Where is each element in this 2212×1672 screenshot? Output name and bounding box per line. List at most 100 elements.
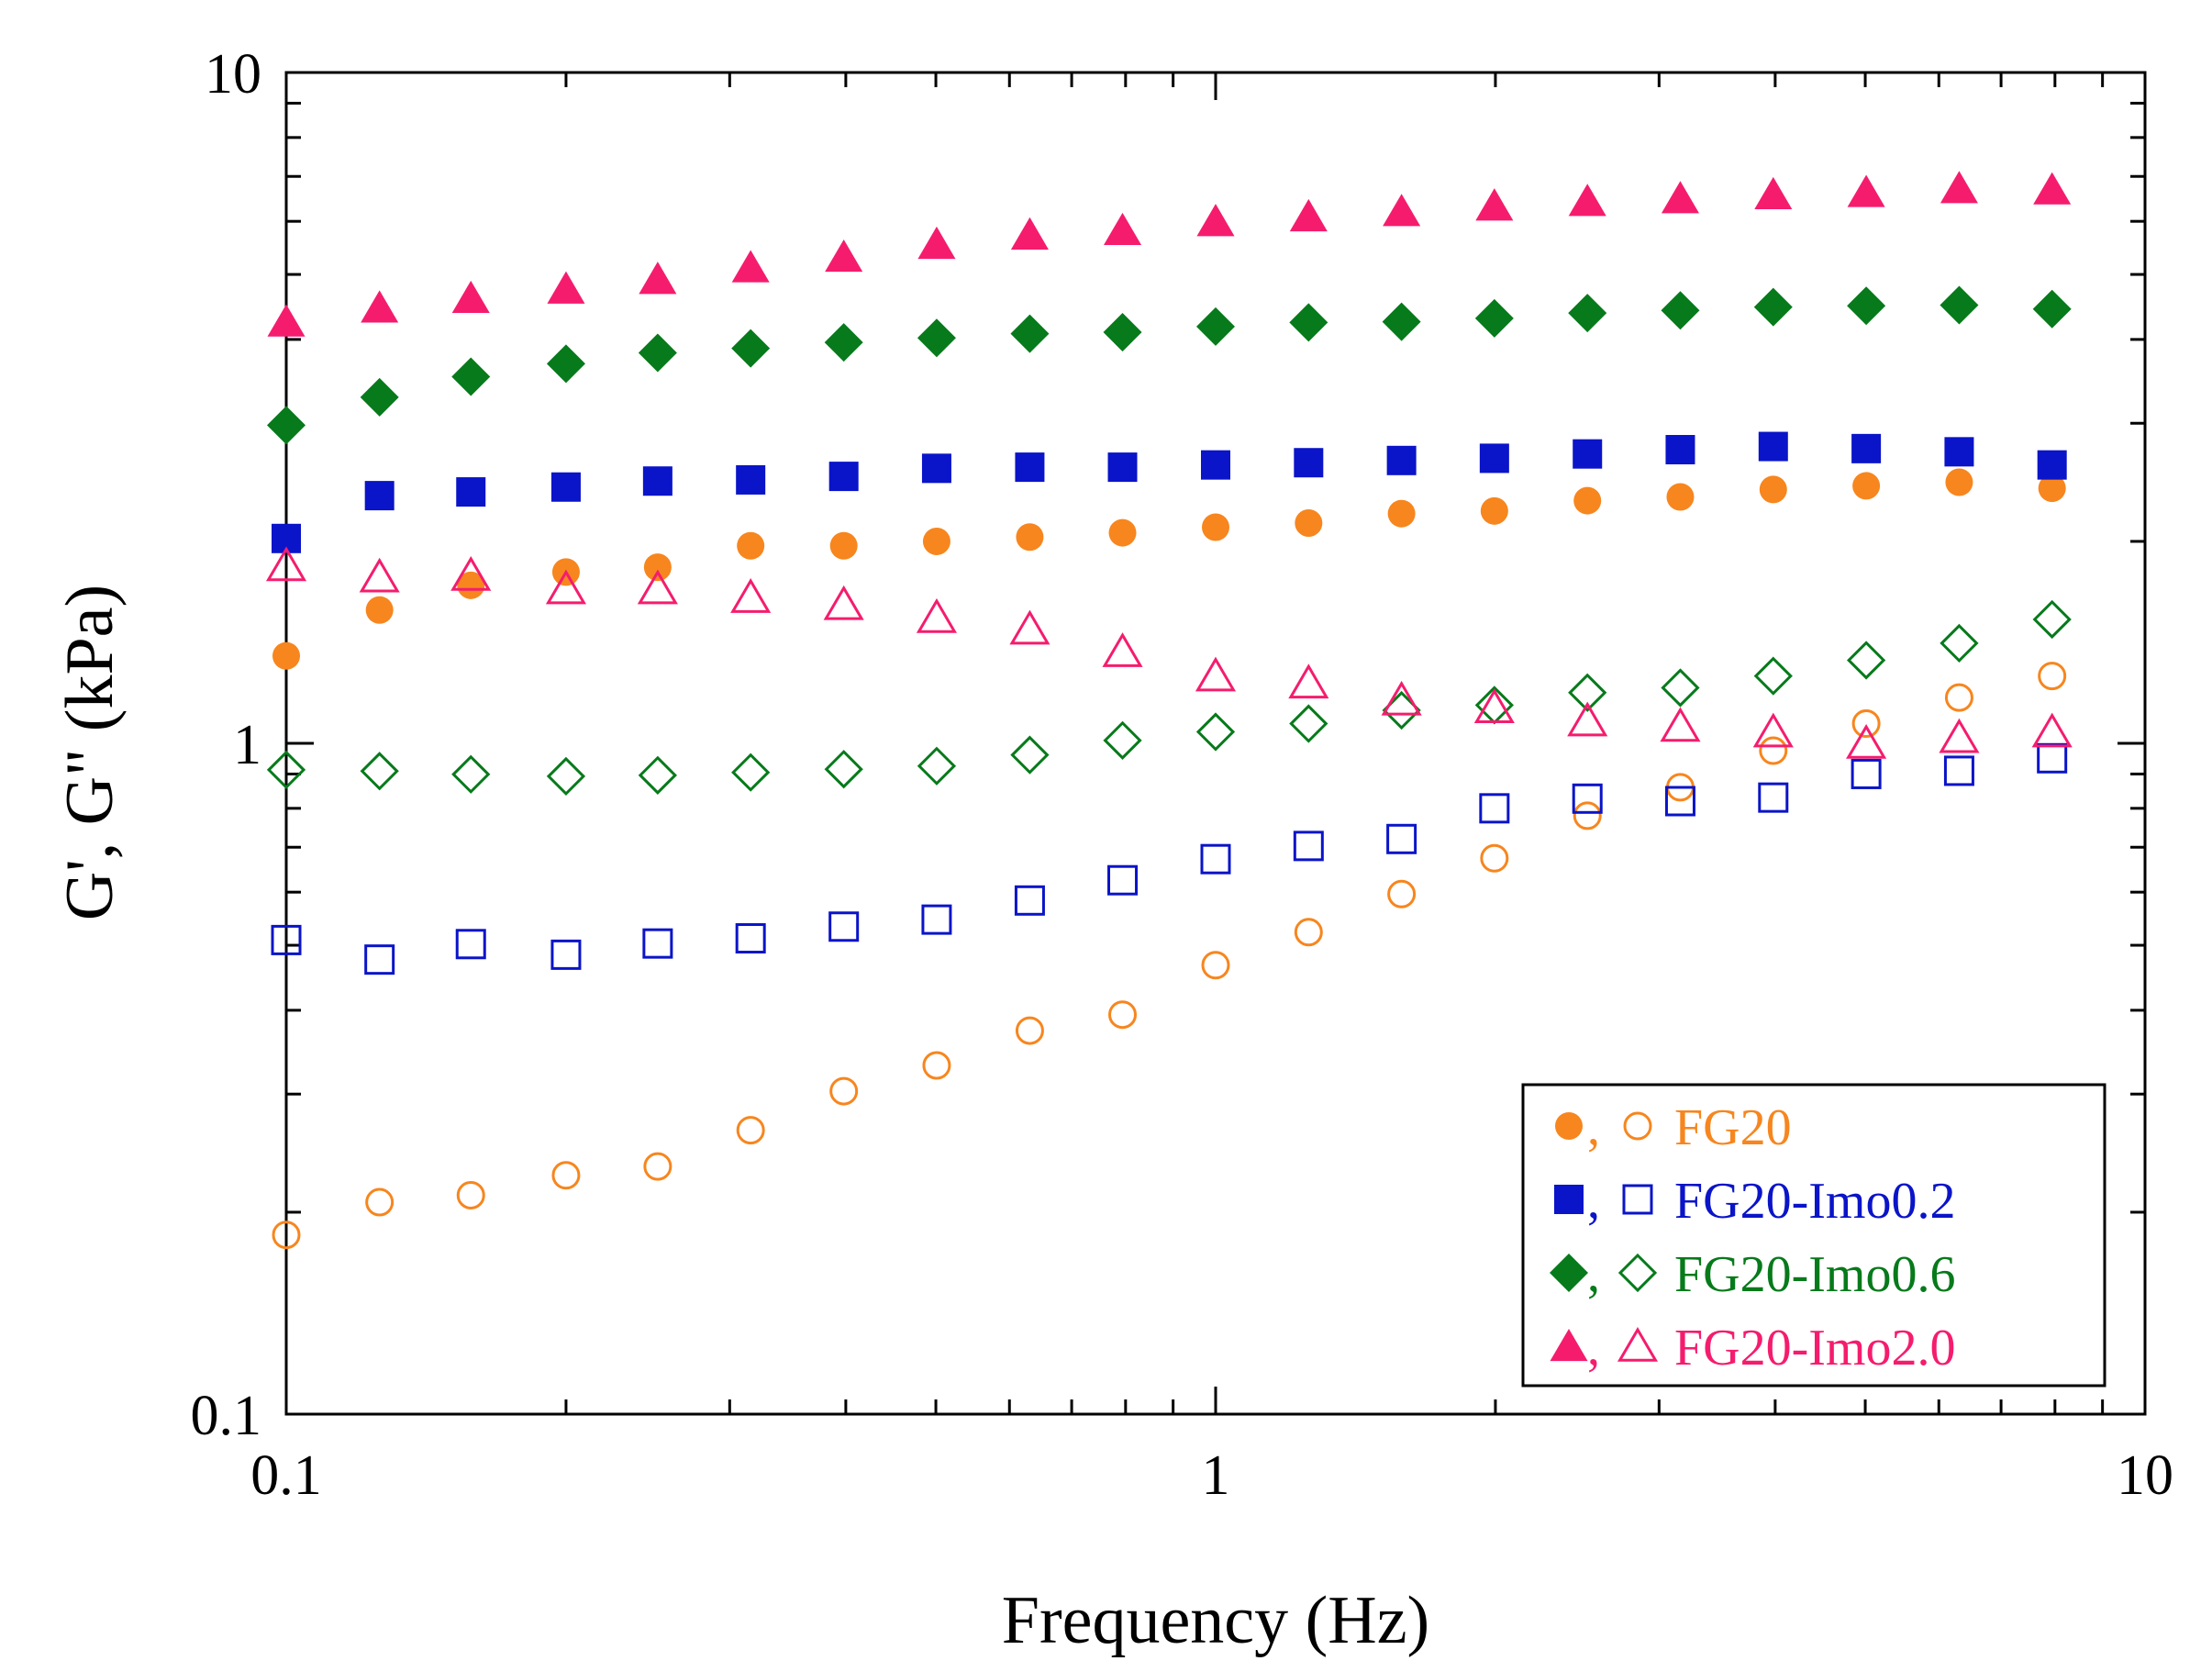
g-prime-point [1294, 448, 1324, 478]
g-double-prime-point [2031, 712, 2073, 748]
legend: , FG20, FG20-Imo0.2, FG20-Imo0.6, FG20-Imo2.… [1521, 1083, 2106, 1388]
x-axis-label: Frequency (Hz) [1002, 1583, 1429, 1658]
g-prime-point [737, 531, 765, 560]
g-prime-point [829, 531, 858, 560]
g-double-prime-point [1480, 843, 1509, 873]
g-double-prime-point [1759, 736, 1788, 765]
g-double-prime-point [2037, 742, 2068, 774]
g-double-prime-point [1108, 1000, 1138, 1030]
g-double-prime-point [266, 750, 306, 790]
g-double-prime-point [1015, 1016, 1044, 1045]
legend-label: FG20-Imo0.2 [1674, 1173, 1955, 1230]
g-prime-point [638, 333, 677, 373]
g-double-prime-point [551, 1161, 581, 1190]
g-prime-point [1383, 194, 1421, 227]
legend-comma: , [1587, 1320, 1600, 1377]
g-prime-point [1289, 198, 1328, 232]
g-double-prime-point [1940, 623, 1979, 663]
g-double-prime-point [1939, 718, 1980, 753]
legend-label: FG20 [1674, 1099, 1792, 1156]
g-double-prime-point [921, 904, 952, 935]
g-prime-point [1475, 188, 1514, 221]
g-prime-point [1016, 523, 1044, 552]
g-double-prime-point [1664, 786, 1695, 817]
g-double-prime-point [730, 578, 772, 613]
y-tick-label: 0.1 [191, 1385, 262, 1447]
legend-filled-marker [1550, 1329, 1588, 1362]
g-double-prime-point [545, 569, 586, 605]
g-double-prime-point [1107, 864, 1139, 896]
g-prime-point [1847, 174, 1885, 207]
g-prime-point [1010, 314, 1050, 353]
g-prime-point [1289, 303, 1328, 342]
g-prime-point [1666, 483, 1695, 511]
g-prime-point [1568, 294, 1607, 333]
g-prime-point [2037, 450, 2067, 480]
legend-comma: , [1587, 1099, 1600, 1156]
g-double-prime-point [272, 1221, 301, 1250]
g-double-prime-point [1573, 801, 1602, 830]
g-prime-point [1665, 435, 1695, 465]
g-double-prime-point [1851, 758, 1882, 789]
x-tick-label: 0.1 [250, 1444, 322, 1507]
legend-open-marker [1617, 1327, 1659, 1362]
g-prime-point [2033, 172, 2072, 205]
g-double-prime-point [2038, 662, 2067, 691]
g-double-prime-point [736, 1116, 765, 1145]
tick-labels: 0.1 1 10 0.1 1 10 [191, 43, 2174, 1507]
g-prime-point [828, 462, 859, 492]
g-double-prime-point [823, 585, 864, 620]
g-prime-point [1201, 450, 1230, 480]
g-double-prime-point [359, 557, 400, 593]
g-double-prime-point [1103, 720, 1142, 760]
g-double-prime-point [364, 944, 395, 975]
series-fg20-imo2-0 [265, 171, 2073, 759]
g-double-prime-point [1846, 724, 1887, 759]
g-prime-point [1661, 291, 1700, 330]
g-double-prime-point [456, 1180, 485, 1209]
g-prime-point [360, 377, 399, 417]
y-tick-label: 1 [233, 714, 261, 776]
g-prime-point [1015, 452, 1045, 483]
g-prime-point [457, 571, 485, 599]
g-prime-point [1382, 302, 1421, 341]
g-double-prime-point [271, 924, 302, 955]
g-double-prime-point [360, 752, 399, 791]
g-prime-point [736, 464, 766, 495]
legend-comma: , [1587, 1173, 1600, 1230]
g-prime-point [546, 344, 585, 384]
g-prime-point [639, 262, 677, 295]
g-double-prime-point [1944, 683, 1973, 712]
legend-entry: , FG20-Imo2.0 [1550, 1320, 1955, 1377]
g-double-prime-point [1195, 712, 1236, 752]
g-prime-point [267, 406, 306, 445]
legend-filled-marker [1550, 1254, 1588, 1292]
g-double-prime-point [1294, 918, 1323, 947]
g-prime-point [642, 466, 672, 496]
g-prime-point [1103, 212, 1142, 245]
g-prime-point [456, 477, 486, 507]
g-prime-point [1851, 433, 1882, 463]
g-prime-point [1479, 443, 1509, 474]
g-prime-point [1107, 452, 1138, 483]
g-prime-point [272, 641, 300, 670]
g-prime-point [1196, 204, 1235, 237]
g-double-prime-point [1851, 709, 1881, 739]
g-double-prime-point [1381, 680, 1422, 716]
g-prime-point [267, 304, 306, 337]
g-double-prime-point [1014, 885, 1045, 916]
g-double-prime-point [1387, 879, 1417, 908]
g-prime-point [361, 290, 399, 323]
g-prime-point [1661, 181, 1699, 214]
series-fg20-imo0-2 [271, 431, 2068, 975]
g-double-prime-point [1572, 783, 1603, 814]
g-double-prime-point [1943, 755, 1974, 786]
g-double-prime-point [1846, 641, 1886, 680]
g-double-prime-point [1289, 704, 1328, 743]
legend-open-marker [1617, 1253, 1658, 1293]
y-axis-label: G', G" (kPa) [52, 585, 128, 920]
g-double-prime-point [1293, 830, 1324, 862]
g-prime-point [1103, 313, 1142, 352]
g-double-prime-point [1201, 951, 1230, 980]
